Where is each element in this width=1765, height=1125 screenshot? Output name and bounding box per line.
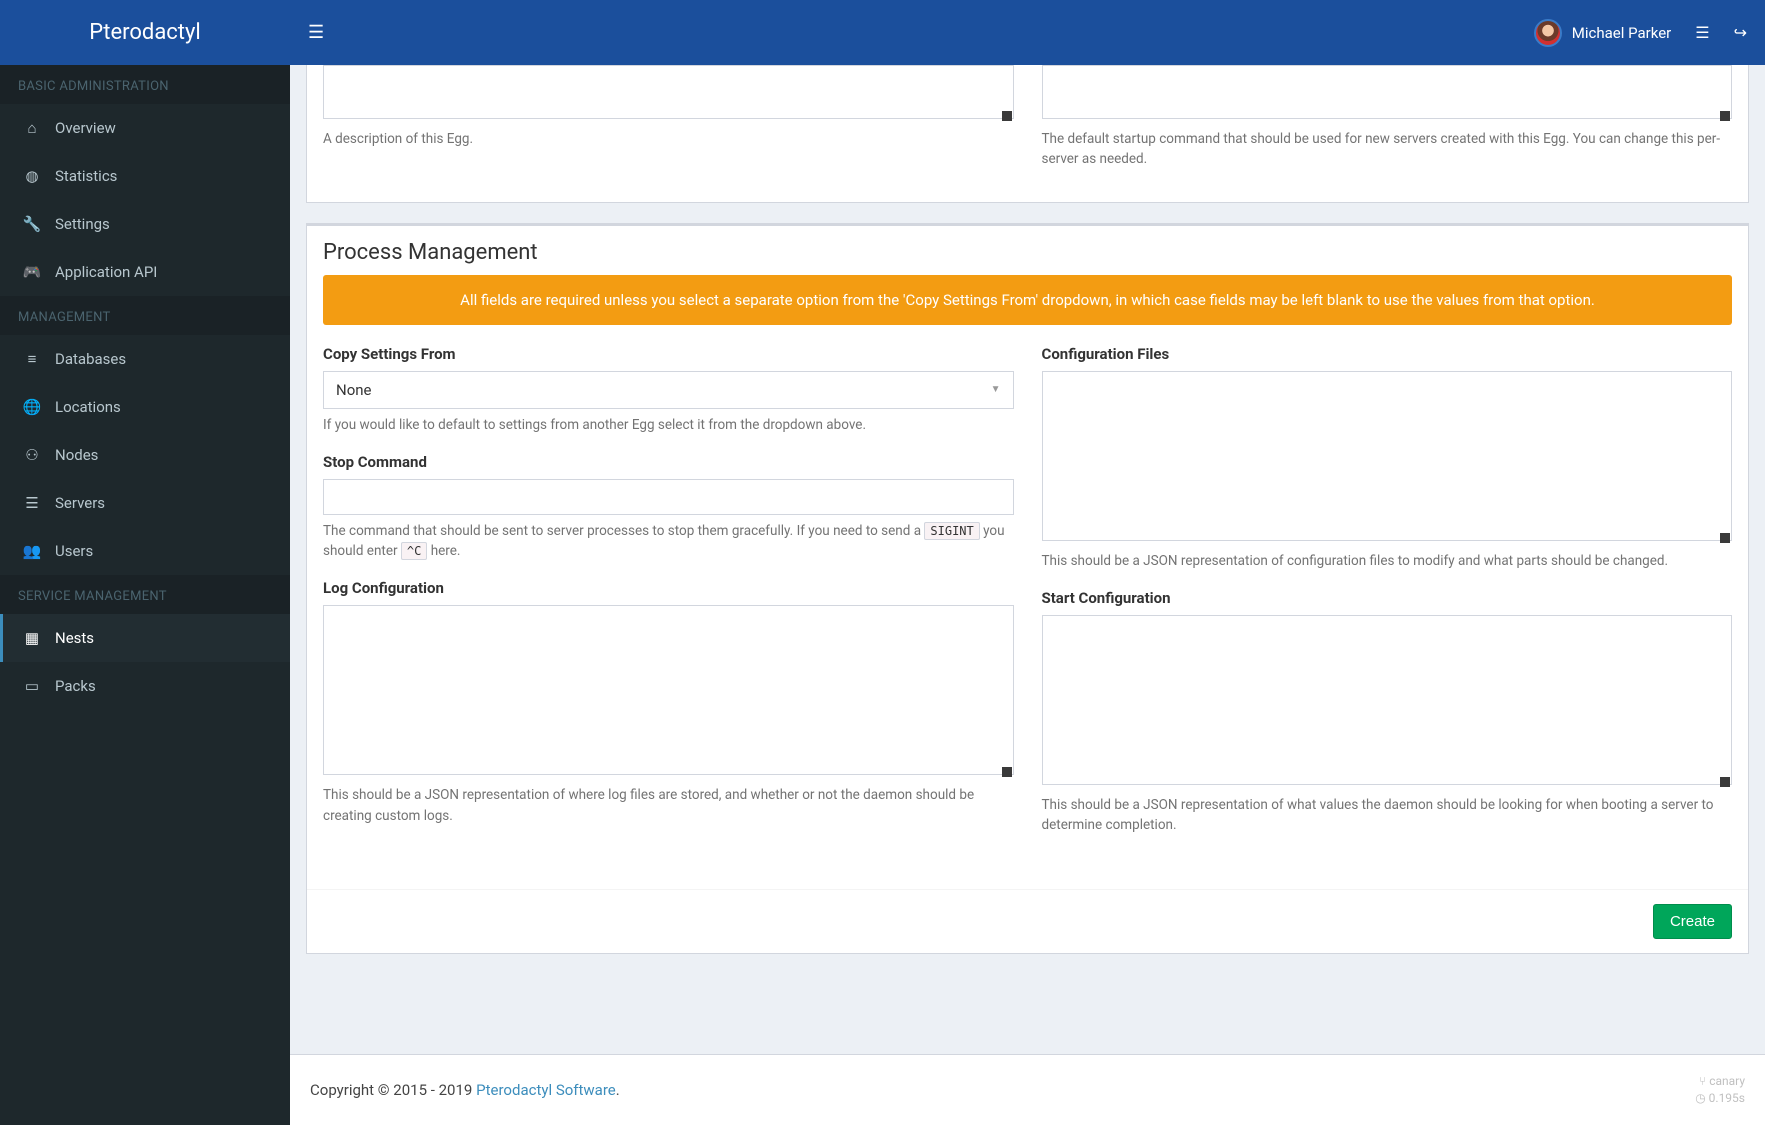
sidebar-item-servers[interactable]: ☰ Servers (0, 479, 290, 527)
copyright-text: Copyright © 2015 - 2019 (310, 1081, 476, 1099)
sidebar-item-label: Nodes (55, 446, 98, 464)
timing-badge: ◷ 0.195s (1695, 1090, 1745, 1107)
sidebar-item-api[interactable]: 🎮 Application API (0, 248, 290, 296)
config-panel-partial: A description of this Egg. The default s… (306, 65, 1749, 203)
brand-logo[interactable]: Pterodactyl (0, 0, 290, 65)
footer: Copyright © 2015 - 2019 Pterodactyl Soft… (290, 1054, 1765, 1125)
sidebar-item-settings[interactable]: 🔧 Settings (0, 200, 290, 248)
gamepad-icon: 🎮 (21, 263, 43, 281)
user-name: Michael Parker (1572, 24, 1671, 42)
sidebar-item-databases[interactable]: ≡ Databases (0, 335, 290, 383)
footer-suffix: . (616, 1081, 620, 1099)
config-files-field[interactable] (1042, 371, 1733, 541)
topbar: ☰ Michael Parker ☰ ↪ (290, 0, 1765, 65)
config-files-help: This should be a JSON representation of … (1042, 551, 1733, 571)
description-field[interactable] (323, 65, 1014, 119)
panel-title: Process Management (307, 226, 1748, 275)
sidebar-item-overview[interactable]: ⌂ Overview (0, 104, 290, 152)
sidebar-item-label: Users (55, 542, 93, 560)
startup-field[interactable] (1042, 65, 1733, 119)
sidebar-item-nodes[interactable]: ⚇ Nodes (0, 431, 290, 479)
server-list-icon[interactable]: ☰ (1695, 23, 1709, 42)
process-management-panel: Process Management All fields are requir… (306, 223, 1749, 955)
sidebar-toggle-icon[interactable]: ☰ (308, 22, 324, 43)
log-config-help: This should be a JSON representation of … (323, 785, 1014, 826)
resize-handle-icon[interactable] (1720, 111, 1730, 121)
sidebar-item-locations[interactable]: 🌐 Locations (0, 383, 290, 431)
config-files-label: Configuration Files (1042, 345, 1733, 363)
sidebar-item-label: Application API (55, 263, 157, 281)
sidebar-section-basic-admin: BASIC ADMINISTRATION (0, 65, 290, 104)
th-large-icon: ▦ (21, 629, 43, 647)
wrench-icon: 🔧 (21, 215, 43, 233)
sitemap-icon: ⚇ (21, 446, 43, 464)
copy-settings-selected: None (336, 381, 372, 399)
sidebar-item-users[interactable]: 👥 Users (0, 527, 290, 575)
sidebar-item-statistics[interactable]: ◍ Statistics (0, 152, 290, 200)
description-help: A description of this Egg. (323, 129, 1014, 149)
stop-command-field[interactable] (323, 479, 1014, 515)
dashboard-icon: ◍ (21, 167, 43, 185)
start-config-help: This should be a JSON representation of … (1042, 795, 1733, 836)
log-config-field[interactable] (323, 605, 1014, 775)
archive-icon: ▭ (21, 677, 43, 695)
sidebar-section-service: SERVICE MANAGEMENT (0, 575, 290, 614)
logout-icon[interactable]: ↪ (1734, 23, 1747, 42)
sidebar-item-label: Locations (55, 398, 121, 416)
start-config-field[interactable] (1042, 615, 1733, 785)
users-icon: 👥 (21, 542, 43, 560)
avatar (1534, 19, 1562, 47)
home-icon: ⌂ (21, 119, 43, 137)
chevron-down-icon: ▼ (991, 384, 1001, 395)
sidebar-item-label: Statistics (55, 167, 117, 185)
code-ctrlc: ^C (401, 542, 427, 560)
sidebar: Pterodactyl BASIC ADMINISTRATION ⌂ Overv… (0, 0, 290, 1125)
sidebar-item-label: Nests (55, 629, 94, 647)
sidebar-item-label: Overview (55, 119, 116, 137)
user-menu[interactable]: Michael Parker (1534, 19, 1671, 47)
copy-settings-label: Copy Settings From (323, 345, 1014, 363)
sidebar-item-nests[interactable]: ▦ Nests (0, 614, 290, 662)
stop-command-help: The command that should be sent to serve… (323, 521, 1014, 562)
sidebar-item-label: Servers (55, 494, 105, 512)
sidebar-section-management: MANAGEMENT (0, 296, 290, 335)
log-config-label: Log Configuration (323, 579, 1014, 597)
startup-help: The default startup command that should … (1042, 129, 1733, 170)
sidebar-item-label: Settings (55, 215, 110, 233)
code-sigint: SIGINT (924, 522, 979, 540)
copy-settings-help: If you would like to default to settings… (323, 415, 1014, 435)
resize-handle-icon[interactable] (1002, 111, 1012, 121)
start-config-label: Start Configuration (1042, 589, 1733, 607)
sidebar-item-label: Databases (55, 350, 126, 368)
copy-settings-dropdown[interactable]: None ▼ (323, 371, 1014, 409)
alert-warning: All fields are required unless you selec… (323, 275, 1732, 325)
resize-handle-icon[interactable] (1002, 767, 1012, 777)
create-button[interactable]: Create (1653, 904, 1732, 939)
resize-handle-icon[interactable] (1720, 777, 1730, 787)
stop-command-label: Stop Command (323, 453, 1014, 471)
footer-link[interactable]: Pterodactyl Software (476, 1081, 616, 1099)
version-badge: ⑂ canary (1695, 1073, 1745, 1090)
sidebar-item-label: Packs (55, 677, 96, 695)
server-icon: ☰ (21, 494, 43, 512)
globe-icon: 🌐 (21, 398, 43, 416)
resize-handle-icon[interactable] (1720, 533, 1730, 543)
sidebar-item-packs[interactable]: ▭ Packs (0, 662, 290, 710)
database-icon: ≡ (21, 350, 43, 368)
